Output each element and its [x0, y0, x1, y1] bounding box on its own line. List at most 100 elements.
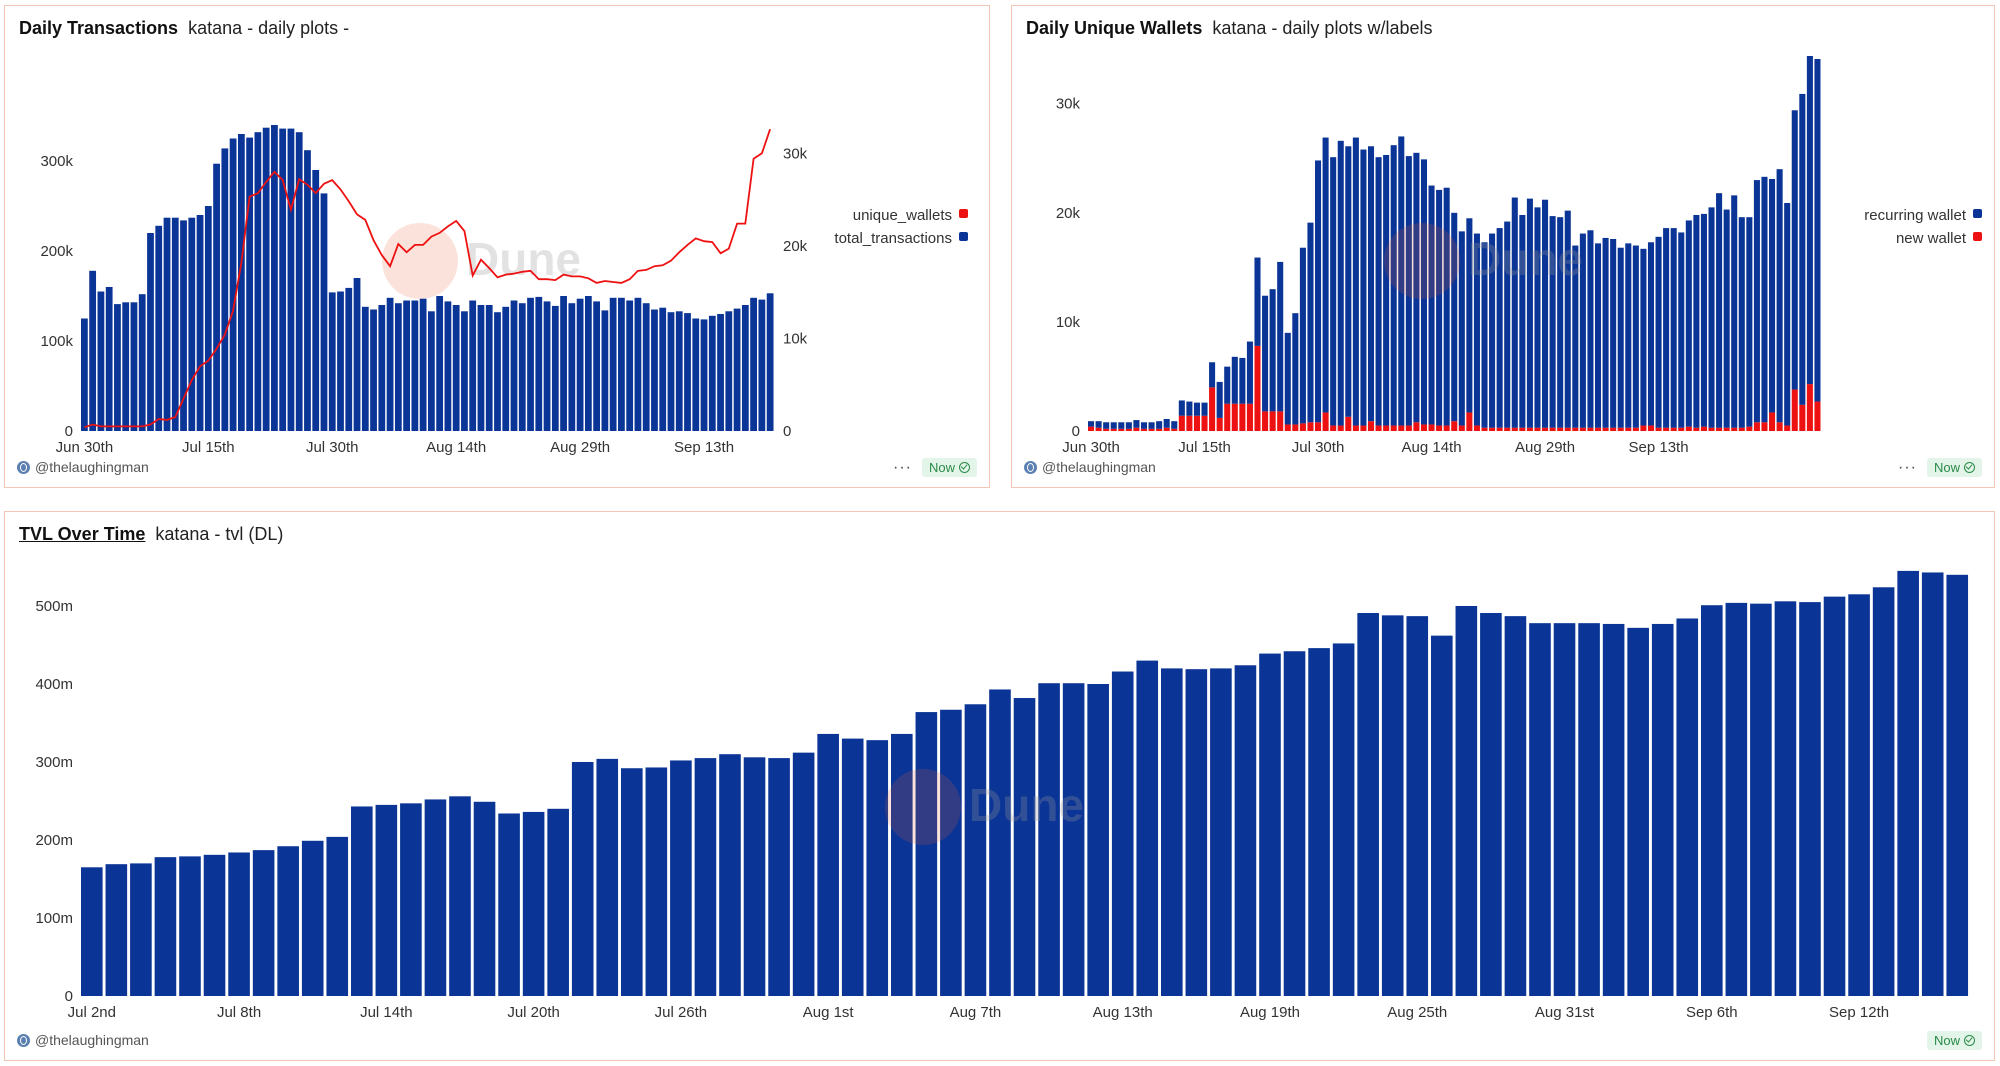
dune-watermark-text: Dune: [1468, 233, 1583, 285]
tx-panel-title[interactable]: Daily Transactions: [19, 18, 179, 38]
x-tick-label: Jul 8th: [217, 1004, 261, 1021]
tx-bar: [196, 215, 204, 431]
recurring-wallet-bar: [1140, 422, 1148, 429]
new-wallet-bar: [1193, 415, 1200, 431]
new-wallet-bar: [1231, 403, 1238, 431]
new-wallet-bar: [1549, 427, 1556, 431]
tvl-bar: [1185, 669, 1208, 996]
recurring-wallet-bar: [1549, 216, 1556, 428]
tvl-bar: [1872, 587, 1895, 996]
new-wallet-bar: [1367, 421, 1375, 431]
new-wallet-bar: [1693, 427, 1700, 431]
new-wallet-bar: [1610, 427, 1617, 431]
new-wallet-bar: [1352, 425, 1359, 431]
wallet-panel-title[interactable]: Daily Unique Wallets: [1026, 18, 1203, 38]
new-wallet-bar: [1481, 427, 1488, 431]
tvl-panel-title[interactable]: TVL Over Time: [19, 524, 146, 544]
y-tick-label: 30k: [1056, 96, 1081, 113]
new-wallet-bar: [1103, 428, 1110, 431]
tx-bar: [708, 315, 716, 431]
legend-label-unique-wallets: unique_wallets: [853, 207, 952, 224]
recurring-wallet-bar: [1193, 402, 1200, 416]
tx-bar: [634, 297, 642, 431]
tx-panel-header: Daily Transactions katana - daily plots -: [19, 18, 349, 39]
new-wallet-bar: [1383, 425, 1390, 431]
tx-panel-subtitle: katana - daily plots -: [188, 18, 350, 38]
new-wallet-bar: [1451, 421, 1458, 431]
tx-bar: [180, 220, 187, 431]
legend-swatch-new-wallet: [1973, 232, 1982, 241]
new-wallet-bar: [1110, 428, 1117, 431]
recurring-wallet-bar: [1163, 419, 1170, 428]
refresh-status-badge[interactable]: Now: [1926, 458, 1982, 477]
tvl-panel-subtitle: katana - tvl (DL): [155, 524, 284, 544]
recurring-wallet-bar: [1284, 332, 1291, 425]
tvl-bar: [1111, 671, 1134, 996]
tx-credit[interactable]: @thelaughingman: [17, 459, 149, 475]
recurring-wallet-bar: [1088, 421, 1095, 427]
wallet-credit[interactable]: @thelaughingman: [1024, 459, 1156, 475]
recurring-wallet-bar: [1678, 232, 1685, 428]
recurring-wallet-bar: [1307, 222, 1314, 423]
x-tick-label: Aug 1st: [803, 1004, 855, 1021]
tx-bar: [81, 318, 88, 431]
tvl-bar: [743, 757, 766, 996]
tx-bar: [337, 291, 344, 431]
tvl-bar: [792, 752, 815, 996]
tvl-bar: [1897, 570, 1919, 996]
recurring-wallet-bar: [1723, 209, 1730, 428]
recurring-wallet-bar: [1746, 217, 1753, 427]
new-wallet-bar: [1496, 427, 1503, 431]
y-tick-label: 400m: [35, 676, 73, 693]
tvl-footer-actions: Now: [1926, 1031, 1982, 1050]
tx-bar: [436, 296, 444, 431]
x-tick-label: Aug 13th: [1093, 1004, 1153, 1021]
recurring-wallet-bar: [1738, 217, 1745, 428]
new-wallet-bar: [1587, 427, 1594, 431]
tvl-bar: [1013, 698, 1036, 996]
tvl-bar: [1823, 596, 1846, 996]
new-wallet-bar: [1731, 427, 1738, 431]
recurring-wallet-bar: [1708, 207, 1715, 428]
new-wallet-bar: [1761, 422, 1768, 431]
tx-bar: [386, 297, 394, 431]
wallet-panel-header: Daily Unique Wallets katana - daily plots…: [1026, 18, 1433, 39]
credit-text: @thelaughingman: [35, 459, 149, 475]
legend-label-recurring-wallet: recurring wallet: [1864, 207, 1967, 224]
tvl-bar: [179, 856, 201, 996]
tx-bar: [518, 303, 526, 431]
tx-bar: [642, 303, 650, 431]
new-wallet-bar: [1534, 427, 1541, 431]
new-wallet-bar: [1602, 427, 1609, 431]
tvl-bar: [1725, 602, 1748, 996]
more-options-icon[interactable]: ···: [893, 458, 912, 476]
recurring-wallet-bar: [1398, 136, 1405, 426]
refresh-status-badge[interactable]: Now: [921, 458, 977, 477]
new-wallet-bar: [1647, 425, 1655, 431]
tx-bar: [494, 312, 501, 431]
check-circle-icon: [1964, 1035, 1975, 1046]
new-wallet-bar: [1799, 404, 1806, 431]
recurring-wallet-bar: [1405, 156, 1412, 426]
recurring-wallet-bar: [1564, 210, 1571, 428]
recurring-wallet-bar: [1186, 401, 1193, 416]
recurring-wallet-bar: [1632, 245, 1639, 428]
tx-bar: [105, 287, 113, 431]
tvl-bar: [1848, 594, 1870, 996]
recurring-wallet-bar: [1663, 228, 1670, 428]
tvl-bar: [1553, 623, 1576, 996]
new-wallet-bar: [1118, 428, 1125, 431]
tvl-bar: [866, 740, 889, 996]
tvl-credit[interactable]: @thelaughingman: [17, 1032, 149, 1048]
tvl-bar: [400, 803, 422, 996]
new-wallet-bar: [1390, 425, 1397, 431]
refresh-status-badge[interactable]: Now: [1926, 1031, 1982, 1050]
recurring-wallet-bar: [1133, 420, 1140, 428]
new-wallet-bar: [1315, 422, 1322, 431]
new-wallet-bar: [1307, 422, 1314, 431]
recurring-wallet-bar: [1519, 215, 1526, 428]
y-right-tick-label: 10k: [783, 330, 808, 347]
tvl-bar: [1332, 643, 1355, 996]
more-options-icon[interactable]: ···: [1898, 458, 1917, 476]
new-wallet-bar: [1156, 428, 1163, 431]
